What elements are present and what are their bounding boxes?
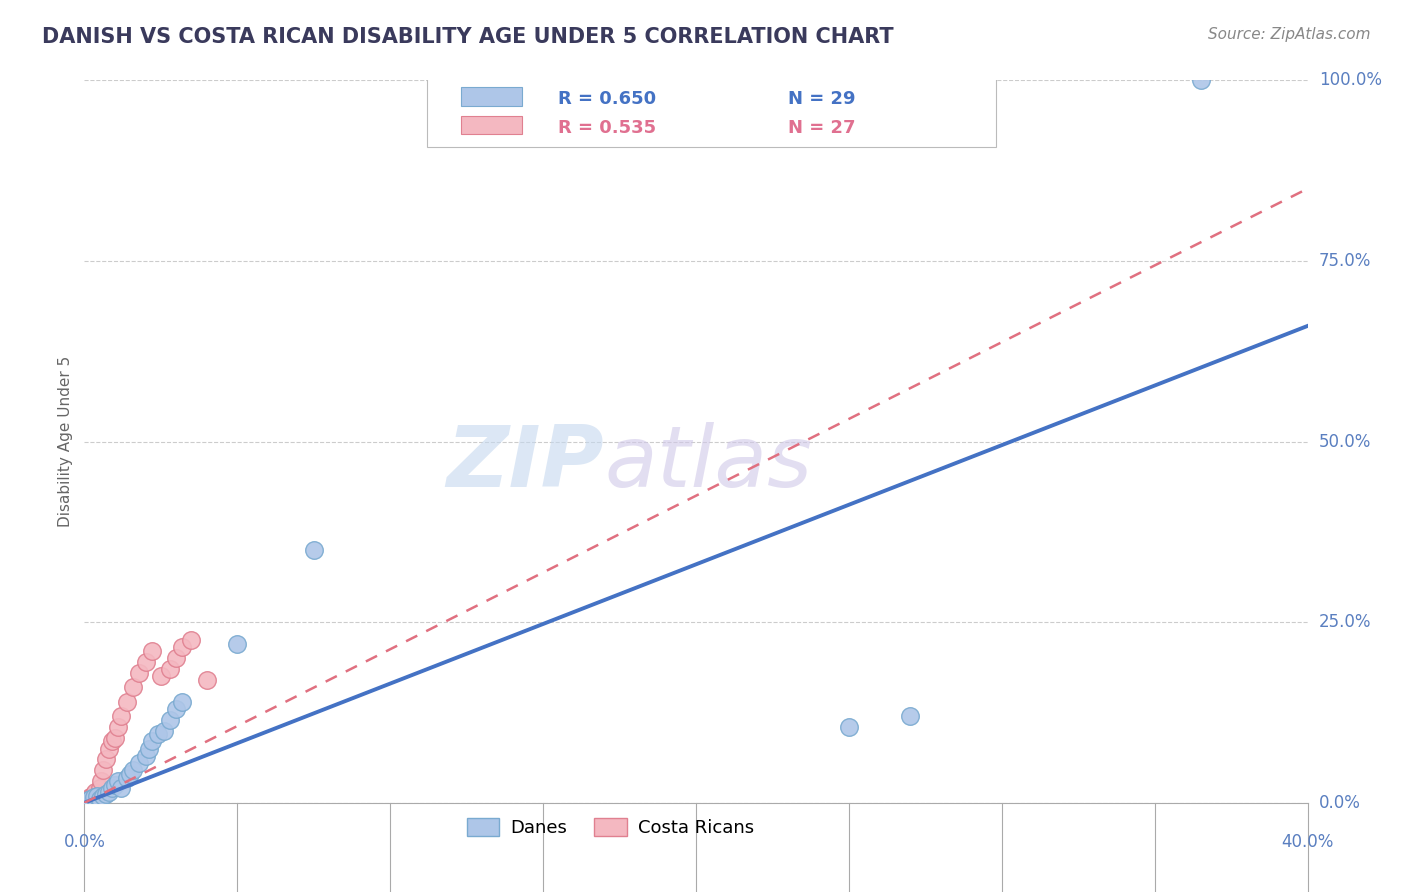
Point <box>83 787 105 801</box>
Point <box>159 662 181 676</box>
Text: DANISH VS COSTA RICAN DISABILITY AGE UNDER 5 CORRELATION CHART: DANISH VS COSTA RICAN DISABILITY AGE UND… <box>42 27 894 46</box>
Point <box>172 695 194 709</box>
Y-axis label: Disability Age Under 5: Disability Age Under 5 <box>58 356 73 527</box>
Point <box>128 665 150 680</box>
Text: R = 0.535: R = 0.535 <box>558 119 657 137</box>
Bar <box>461 87 522 105</box>
Point <box>146 727 169 741</box>
Point <box>101 781 124 796</box>
Point <box>107 720 129 734</box>
Point <box>91 789 114 803</box>
Point <box>107 774 129 789</box>
Text: 25.0%: 25.0% <box>1319 613 1371 632</box>
Point <box>115 771 138 785</box>
Point <box>135 748 157 763</box>
Point <box>80 789 103 803</box>
Point <box>104 731 127 745</box>
Text: N = 29: N = 29 <box>787 90 855 108</box>
Point <box>83 790 105 805</box>
Point <box>77 792 100 806</box>
Point <box>76 794 98 808</box>
Point <box>84 785 107 799</box>
Point <box>159 713 181 727</box>
Point <box>104 778 127 792</box>
Point <box>86 790 108 805</box>
Text: Source: ZipAtlas.com: Source: ZipAtlas.com <box>1208 27 1371 42</box>
Text: 100.0%: 100.0% <box>1319 71 1382 89</box>
Point <box>141 734 163 748</box>
Point <box>165 702 187 716</box>
Point <box>86 789 108 803</box>
Point <box>115 695 138 709</box>
Point <box>101 734 124 748</box>
Point <box>79 792 101 806</box>
Legend: Danes, Costa Ricans: Danes, Costa Ricans <box>460 811 761 845</box>
Point <box>180 633 202 648</box>
Point <box>89 781 111 796</box>
Point <box>97 741 120 756</box>
Point <box>172 640 194 655</box>
Text: 0.0%: 0.0% <box>1319 794 1361 812</box>
Point <box>90 774 112 789</box>
Point <box>79 790 101 805</box>
Point <box>122 680 145 694</box>
Point <box>128 756 150 770</box>
Point <box>120 767 142 781</box>
Point <box>122 764 145 778</box>
Text: 40.0%: 40.0% <box>1281 833 1334 851</box>
Point <box>135 655 157 669</box>
Text: 50.0%: 50.0% <box>1319 433 1371 450</box>
Text: N = 27: N = 27 <box>787 119 855 137</box>
Point <box>149 669 172 683</box>
Point <box>195 673 218 687</box>
Point <box>94 752 117 766</box>
Text: 75.0%: 75.0% <box>1319 252 1371 270</box>
Point <box>165 651 187 665</box>
Point <box>153 723 176 738</box>
Point <box>898 709 921 723</box>
Point <box>97 785 120 799</box>
Point <box>110 781 132 796</box>
Text: R = 0.650: R = 0.650 <box>558 90 657 108</box>
Point <box>226 637 249 651</box>
Point <box>838 720 860 734</box>
Point <box>302 542 325 557</box>
FancyBboxPatch shape <box>427 78 995 147</box>
Point <box>1189 73 1212 87</box>
Point <box>76 794 98 808</box>
Point <box>138 741 160 756</box>
Point <box>91 764 114 778</box>
Text: atlas: atlas <box>605 422 813 505</box>
Text: ZIP: ZIP <box>447 422 605 505</box>
Text: 0.0%: 0.0% <box>63 833 105 851</box>
Point <box>94 787 117 801</box>
Point <box>141 644 163 658</box>
Point <box>110 709 132 723</box>
Bar <box>461 116 522 135</box>
Point <box>89 792 111 806</box>
